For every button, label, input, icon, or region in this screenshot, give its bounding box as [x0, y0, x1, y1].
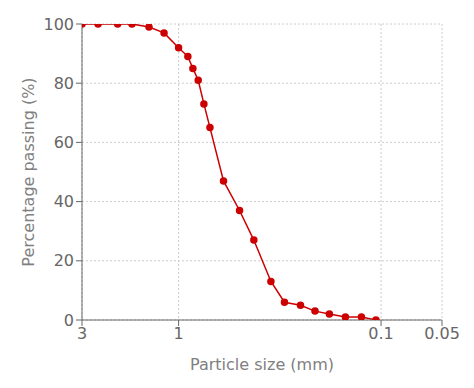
svg-text:0.05: 0.05 [424, 324, 460, 343]
svg-text:Particle size (mm): Particle size (mm) [190, 355, 334, 374]
svg-text:1: 1 [174, 324, 184, 343]
svg-text:3: 3 [77, 324, 87, 343]
svg-text:100: 100 [43, 15, 74, 34]
svg-text:40: 40 [54, 192, 74, 211]
svg-text:80: 80 [54, 74, 74, 93]
svg-text:0.1: 0.1 [368, 324, 393, 343]
svg-text:0: 0 [64, 311, 74, 330]
svg-text:20: 20 [54, 251, 74, 270]
svg-text:Percentage passing (%): Percentage passing (%) [19, 77, 38, 266]
svg-text:60: 60 [54, 133, 74, 152]
